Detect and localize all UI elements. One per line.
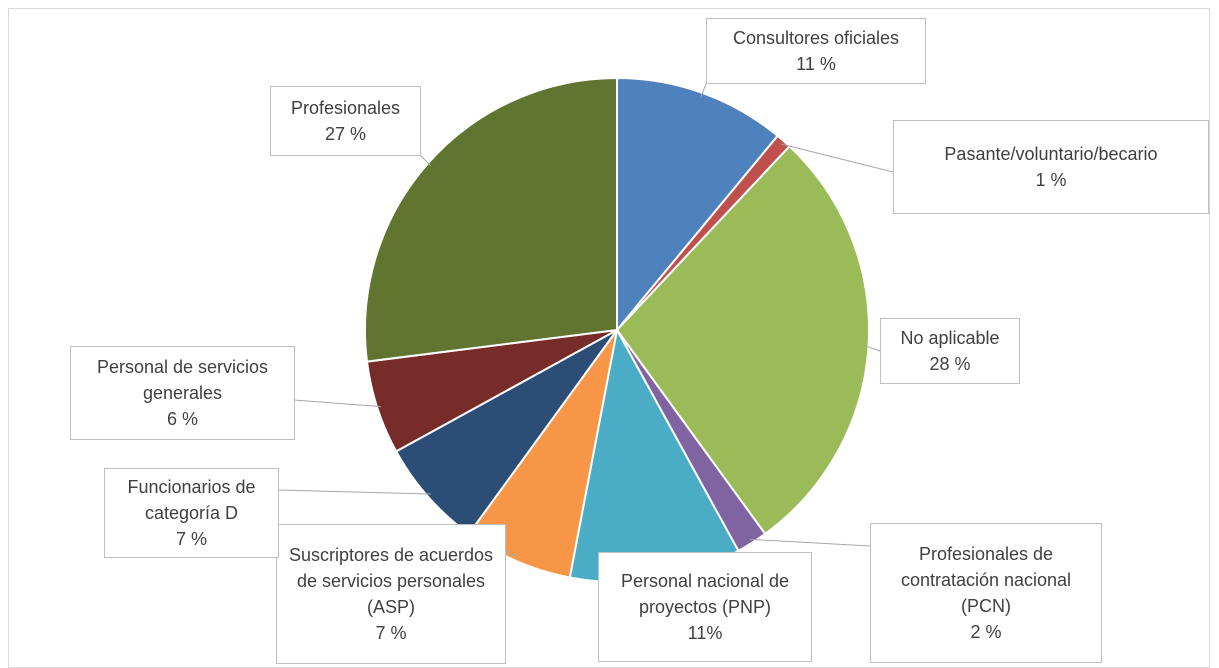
- category-label: No aplicable: [900, 328, 1000, 348]
- value-label: 27 %: [324, 124, 367, 144]
- value-label: 11 %: [796, 54, 836, 74]
- leader-line: [277, 489, 431, 495]
- value-label: 7 %: [375, 623, 407, 643]
- data-label: No aplicable 28 %: [880, 318, 1020, 384]
- value-label: 2 %: [970, 622, 1002, 642]
- category-label: Personal de servicios generales: [96, 357, 269, 403]
- pie-slice: [615, 144, 870, 536]
- category-label: Funcionarios de categoría D: [127, 477, 256, 523]
- leader-line: [780, 143, 894, 173]
- category-label: Profesionales de contratación nacional (…: [900, 544, 1072, 616]
- leader-line: [504, 549, 519, 559]
- data-label: Pasante/voluntario/becario 1 %: [893, 120, 1209, 214]
- value-label: 11%: [687, 623, 723, 643]
- chart: [277, 76, 894, 583]
- leader-line: [864, 345, 881, 352]
- value-label: 28 %: [929, 354, 971, 374]
- category-label: Suscriptores de acuerdos de servicios pe…: [288, 545, 494, 617]
- data-label: Personal de servicios generales 6 %: [70, 346, 295, 440]
- value-label: 1 %: [1035, 170, 1067, 190]
- category-label: Consultores oficiales: [732, 28, 900, 48]
- category-label: Personal nacional de proyectos (PNP): [620, 571, 790, 617]
- data-label: Suscriptores de acuerdos de servicios pe…: [276, 524, 506, 664]
- leader-line: [749, 538, 871, 547]
- data-label: Profesionales de contratación nacional (…: [870, 523, 1102, 663]
- leader-line: [293, 399, 382, 408]
- value-label: 6 %: [166, 409, 199, 429]
- data-label: Personal nacional de proyectos (PNP) 11%: [598, 552, 812, 662]
- category-label: Profesionales: [290, 98, 401, 118]
- data-label: Profesionales 27 %: [270, 86, 421, 156]
- data-label: Consultores oficiales 11 %: [706, 18, 926, 84]
- page: {"chart_data": {"type": "pie", "categori…: [8, 8, 1210, 668]
- value-label: 7 %: [175, 529, 208, 549]
- leader-line: [419, 154, 432, 167]
- data-label: Funcionarios de categoría D 7 %: [104, 468, 279, 558]
- category-label: Pasante/voluntario/becario: [944, 144, 1158, 164]
- leader-line: [700, 83, 707, 97]
